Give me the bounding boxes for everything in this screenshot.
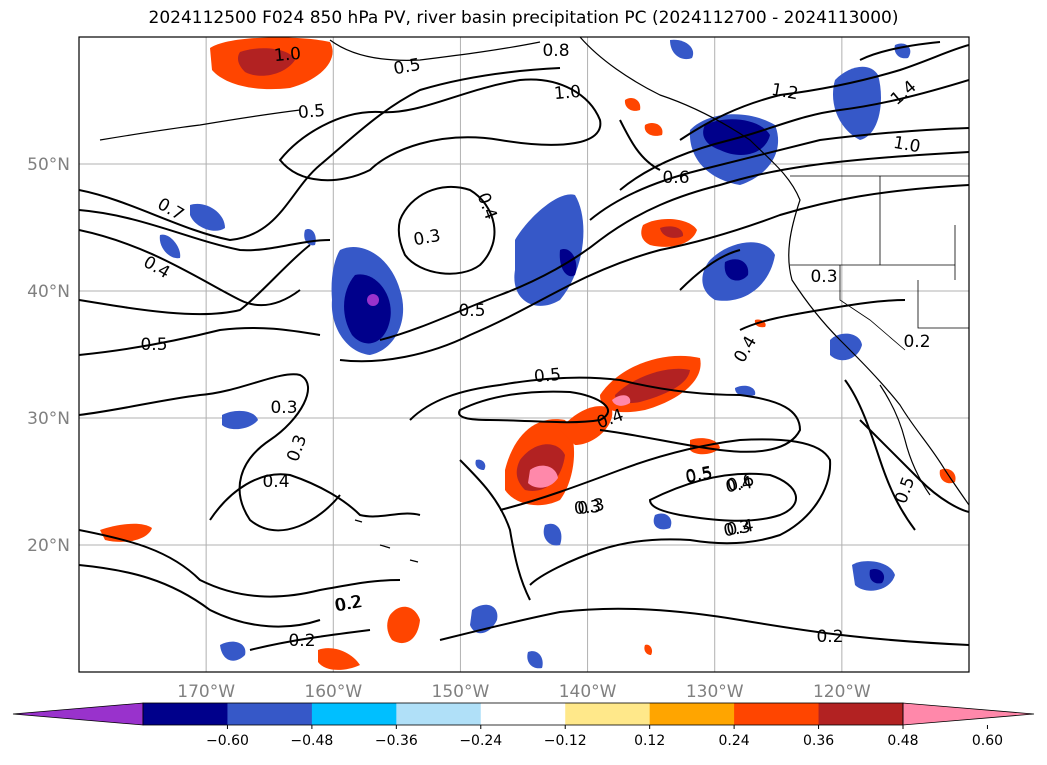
colorbar-tick-label: 0.60: [972, 733, 1003, 749]
longitude-label: 120°W: [813, 682, 871, 702]
longitude-label: 160°W: [304, 682, 362, 702]
colorbar-tick-label: −0.48: [290, 733, 333, 749]
colorbar-tick-label: −0.36: [375, 733, 418, 749]
contour-label: 0.5: [684, 464, 714, 488]
colorbar-segment: [311, 703, 397, 725]
map-title: 2024112500 F024 850 hPa PV, river basin …: [148, 8, 899, 28]
colorbar-segment: [227, 703, 313, 725]
colorbar-extend-max: [902, 702, 1035, 726]
contour-label: 0.2: [333, 592, 363, 616]
longitude-label: 130°W: [686, 682, 744, 702]
colorbar-tick-label: −0.24: [459, 733, 502, 749]
pv-contours: [79, 41, 969, 651]
contour-label: 0.5: [297, 101, 326, 123]
latitude-label: 30°N: [27, 409, 70, 429]
colorbar-tick-label: 0.48: [887, 733, 918, 749]
contour-label: 1.2: [770, 80, 800, 104]
contour-label: 0.3: [722, 517, 752, 541]
longitude-labels: 170°W 160°W 150°W 140°W 130°W 120°W: [177, 682, 871, 702]
negative-anomaly-blob: [331, 246, 404, 355]
contour-label: 0.5: [140, 335, 167, 355]
contour-label: 0.2: [288, 631, 315, 651]
longitude-label: 150°W: [432, 682, 490, 702]
positive-anomaly-blob: [100, 98, 956, 670]
colorbar-tick-label: 0.12: [634, 733, 665, 749]
contour-label: 0.4: [262, 472, 289, 492]
contour-label: 0.3: [576, 495, 606, 519]
latitude-label: 40°N: [27, 282, 70, 302]
contour-label: 0.4: [725, 516, 755, 540]
colorbar-segment: [143, 703, 228, 725]
contour-label: 0.6: [662, 168, 689, 188]
colorbar-segment: [649, 703, 735, 725]
contour-label: 0.3: [412, 226, 442, 250]
contour-label: 1.0: [892, 133, 922, 157]
contour-label: 1.0: [553, 82, 582, 104]
latitude-label: 20°N: [27, 536, 70, 556]
positive-anomaly-blob: [600, 355, 701, 413]
colorbar-frame: [142, 702, 904, 726]
contour-label: 0.5: [392, 55, 422, 79]
contour-label: 0.3: [810, 267, 837, 287]
contour-label: 0.2: [334, 592, 364, 616]
colorbar-segment: [818, 703, 904, 725]
colorbar: −0.60 −0.48 −0.36 −0.24 −0.12 0.12 0.24 0.36 0.4…: [12, 702, 1035, 749]
colorbar-tick-label: 0.36: [803, 733, 834, 749]
colorbar-segment: [734, 703, 820, 725]
contour-label: 1.0: [273, 44, 302, 66]
state-borders: [790, 175, 969, 351]
contour-label: 0.3: [573, 497, 602, 519]
longitude-label: 170°W: [177, 682, 235, 702]
contour-label: 0.5: [684, 463, 714, 487]
contour-label: 0.5: [533, 365, 562, 387]
colorbar-segment: [565, 703, 651, 725]
colorbar-segment: [480, 703, 566, 725]
colorbar-segment: [396, 703, 482, 725]
contour-label: 0.3: [270, 398, 297, 418]
contour-label: 0.8: [542, 41, 569, 61]
colorbar-tick-label: 0.24: [719, 733, 750, 749]
contour-label: 0.2: [903, 332, 930, 352]
contour-label: 0.4: [724, 473, 754, 497]
colorbar-extend-min: [12, 702, 144, 726]
contour-label: 0.5: [458, 301, 485, 321]
latitude-labels: 50°N 40°N 30°N 20°N: [27, 155, 70, 556]
map-frame: [78, 36, 970, 673]
longitude-label: 140°W: [559, 682, 617, 702]
contour-label: 0.2: [816, 627, 843, 647]
positive-anomaly-blob: [210, 37, 333, 90]
latitude-label: 50°N: [27, 155, 70, 175]
colorbar-tick-label: −0.60: [206, 733, 249, 749]
positive-anomaly-blob: [505, 406, 613, 506]
colorbar-tick-label: −0.12: [544, 733, 587, 749]
